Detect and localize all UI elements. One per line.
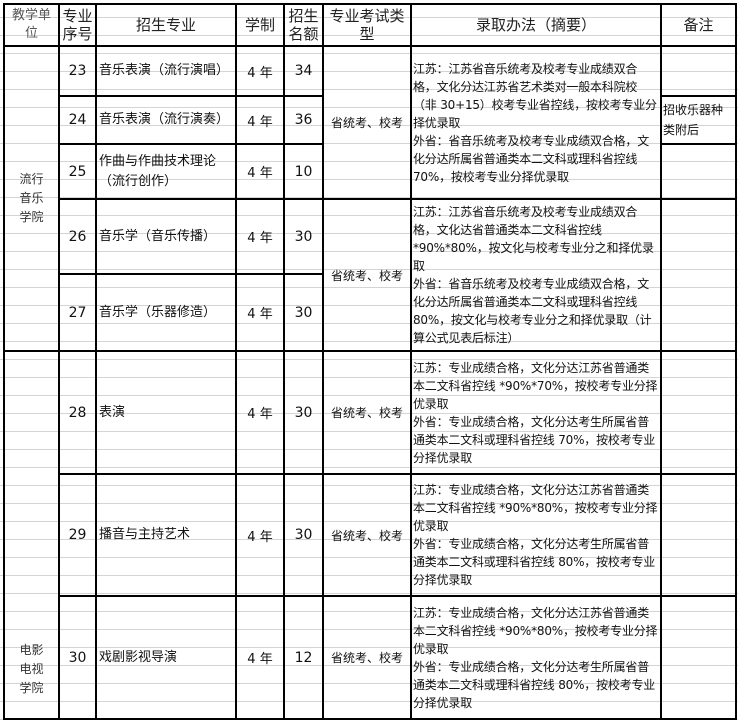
header-row: 教学单位 专业序号 招生专业 学制 招生名额 专业考试类型 录取办法（摘要） 备… — [3, 3, 737, 47]
unit-cell: 流行音乐学院 — [3, 45, 60, 352]
major-cell: 音乐学（乐器修造） — [95, 273, 237, 352]
method-cell: 江苏：专业成绩合格，文化分达江苏省普通类本二文科省控线 *90%*80%，按校考… — [410, 595, 662, 720]
seq-cell: 25 — [58, 143, 97, 200]
seq-cell: 29 — [58, 473, 97, 597]
method-jiangsu: 江苏：专业成绩合格，文化分达江苏省普通类本二文科省控线 *90%*70%，按校考… — [413, 360, 658, 411]
duration-cell: 4 年 — [235, 95, 285, 145]
method-other: 外省：省音乐统考及校考专业成绩双合格，文化分达所属省普通类本二文科或理科省控线 … — [413, 133, 650, 184]
quota-cell: 12 — [283, 595, 324, 720]
method-other: 外省：专业成绩合格，文化分达考生所属省普通类本二文科或理科省控线 80%，按校考… — [413, 537, 656, 587]
major-cell: 表演 — [95, 350, 237, 475]
header-exam-type: 专业考试类型 — [322, 3, 412, 47]
major-cell: 音乐表演（流行演奏） — [95, 95, 237, 145]
method-jiangsu: 江苏：专业成绩合格，文化分达江苏省普通类本二文科省控线 *90%*80%，按校考… — [413, 605, 658, 656]
method-cell: 江苏：专业成绩合格，文化分达江苏省普通类本二文科省控线 *90%*80%，按校考… — [410, 473, 662, 597]
quota-cell: 10 — [283, 143, 324, 200]
quota-cell: 36 — [283, 95, 324, 145]
quota-cell: 30 — [283, 350, 324, 475]
method-cell: 江苏：江苏省音乐统考及校考专业成绩双合格，文化分达江苏省艺术类对一般本科院校（非… — [410, 45, 662, 200]
quota-cell: 30 — [283, 198, 324, 275]
header-seq: 专业序号 — [58, 3, 97, 47]
quota-cell: 30 — [283, 273, 324, 352]
header-method: 录取办法（摘要） — [410, 3, 662, 47]
quota-cell: 34 — [283, 45, 324, 97]
table-row: 流行音乐学院 23 音乐表演（流行演唱） 4 年 34 省统考、校考 江苏：江苏… — [3, 45, 737, 352]
method-jiangsu: 江苏：专业成绩合格，文化分达江苏省普通类本二文科省控线 *90%*80%，按校考… — [413, 483, 658, 533]
exam-type-cell: 省统考、校考 — [322, 350, 412, 475]
method-cell: 江苏：江苏省音乐统考及校考专业成绩双合格，文化达省普通类本二文科省控线*90%*… — [410, 198, 662, 352]
remark-cell: 招收乐器种类附后 — [660, 95, 737, 145]
duration-cell: 4 年 — [235, 45, 285, 97]
remark-cell — [660, 45, 737, 97]
unit-cell: 电影电视学院 — [3, 350, 60, 720]
remark-cell — [660, 198, 737, 352]
seq-cell: 30 — [58, 595, 97, 720]
header-unit: 教学单位 — [3, 3, 60, 47]
duration-cell: 4 年 — [235, 473, 285, 597]
major-cell: 作曲与作曲技术理论（流行创作） — [95, 143, 237, 200]
seq-cell: 26 — [58, 198, 97, 275]
remark-cell — [660, 595, 737, 720]
seq-cell: 27 — [58, 273, 97, 352]
remark-cell — [660, 473, 737, 597]
table-row: 29 播音与主持艺术 4 年 30 省统考、校考 江苏：专业成绩合格，文化分达江… — [4, 473, 737, 597]
major-cell: 音乐学（音乐传播） — [95, 198, 237, 275]
method-other: 外省：省音乐统考及校考专业成绩双合格，文化分达所属省普通类本二文科或理科省控线 … — [413, 277, 652, 345]
duration-cell: 4 年 — [235, 595, 285, 720]
table-row: 26 音乐学（音乐传播） 4 年 30 省统考、校考 江苏：江苏省音乐统考及校考… — [4, 198, 737, 352]
table-row: 30 戏剧影视导演 4 年 12 省统考、校考 江苏：专业成绩合格，文化分达江苏… — [4, 595, 737, 720]
method-jiangsu: 江苏：江苏省音乐统考及校考专业成绩双合格，文化分达江苏省艺术类对一般本科院校（非… — [413, 61, 657, 130]
method-other: 外省：专业成绩合格，文化分达考生所属省普通类本二文科或理科省控线 70%，按校考… — [413, 414, 656, 465]
method-jiangsu: 江苏：江苏省音乐统考及校考专业成绩双合格，文化达省普通类本二文科省控线*90%*… — [413, 205, 654, 273]
major-cell: 音乐表演（流行演唱） — [95, 45, 237, 97]
remark-cell — [660, 143, 737, 200]
seq-cell: 23 — [58, 45, 97, 97]
method-cell: 江苏：专业成绩合格，文化分达江苏省普通类本二文科省控线 *90%*70%，按校考… — [410, 350, 662, 475]
exam-type-cell: 省统考、校考 — [322, 198, 412, 352]
table-row: 电影电视学院 28 表演 4 年 30 省统考、校考 江苏：专业成绩合格，文化分… — [3, 350, 737, 720]
duration-cell: 4 年 — [235, 350, 285, 475]
header-remark: 备注 — [660, 3, 737, 47]
duration-cell: 4 年 — [235, 198, 285, 275]
duration-cell: 4 年 — [235, 273, 285, 352]
seq-cell: 24 — [58, 95, 97, 145]
unit-label: 流行音乐学院 — [19, 172, 44, 224]
table-row: 25 作曲与作曲技术理论（流行创作） 4 年 10 — [4, 143, 737, 200]
quota-cell: 30 — [283, 473, 324, 597]
admission-table: 教学单位 专业序号 招生专业 学制 招生名额 专业考试类型 录取办法（摘要） 备… — [3, 3, 737, 720]
header-duration: 学制 — [235, 3, 285, 47]
header-major: 招生专业 — [95, 3, 237, 47]
major-cell: 戏剧影视导演 — [95, 595, 237, 720]
exam-type-cell: 省统考、校考 — [322, 45, 412, 200]
table-row: 27 音乐学（乐器修造） 4 年 30 — [4, 273, 736, 352]
duration-cell: 4 年 — [235, 143, 285, 200]
seq-cell: 28 — [58, 350, 97, 475]
remark-cell — [660, 350, 737, 475]
header-quota: 招生名额 — [283, 3, 324, 47]
exam-type-cell: 省统考、校考 — [322, 473, 412, 597]
major-cell: 播音与主持艺术 — [95, 473, 237, 597]
unit-label: 电影电视学院 — [19, 643, 44, 695]
exam-type-cell: 省统考、校考 — [322, 595, 412, 720]
method-other: 外省：专业成绩合格，文化分达考生所属省普通类本二文科或理科省控线 80%，按校考… — [413, 659, 656, 710]
table-row: 24 音乐表演（流行演奏） 4 年 36 招收乐器种类附后 — [4, 95, 737, 145]
